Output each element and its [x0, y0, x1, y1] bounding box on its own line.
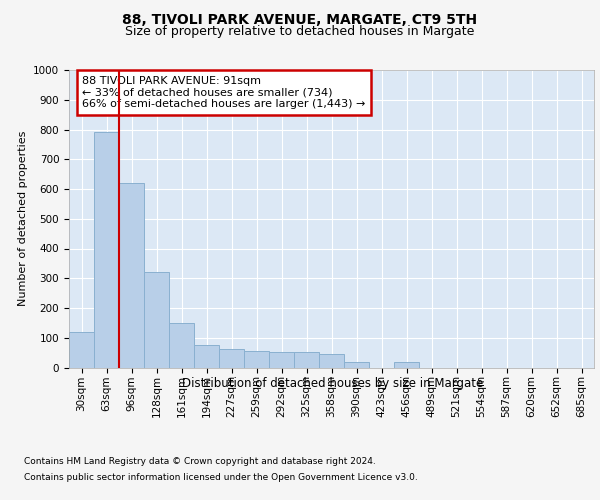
Bar — [194, 345, 219, 368]
Bar — [344, 362, 369, 368]
Bar — [69, 332, 94, 368]
Bar — [119, 183, 144, 368]
Bar — [219, 349, 244, 368]
Text: Contains HM Land Registry data © Crown copyright and database right 2024.: Contains HM Land Registry data © Crown c… — [24, 458, 376, 466]
Bar — [94, 132, 119, 368]
Text: Distribution of detached houses by size in Margate: Distribution of detached houses by size … — [182, 378, 484, 390]
Text: Size of property relative to detached houses in Margate: Size of property relative to detached ho… — [125, 25, 475, 38]
Text: Contains public sector information licensed under the Open Government Licence v3: Contains public sector information licen… — [24, 472, 418, 482]
Y-axis label: Number of detached properties: Number of detached properties — [17, 131, 28, 306]
Bar — [294, 352, 319, 368]
Bar — [269, 352, 294, 368]
Text: 88 TIVOLI PARK AVENUE: 91sqm
← 33% of detached houses are smaller (734)
66% of s: 88 TIVOLI PARK AVENUE: 91sqm ← 33% of de… — [82, 76, 365, 109]
Text: 88, TIVOLI PARK AVENUE, MARGATE, CT9 5TH: 88, TIVOLI PARK AVENUE, MARGATE, CT9 5TH — [122, 12, 478, 26]
Bar — [144, 272, 169, 368]
Bar — [319, 354, 344, 368]
Bar — [244, 350, 269, 368]
Bar — [169, 324, 194, 368]
Bar — [394, 362, 419, 368]
